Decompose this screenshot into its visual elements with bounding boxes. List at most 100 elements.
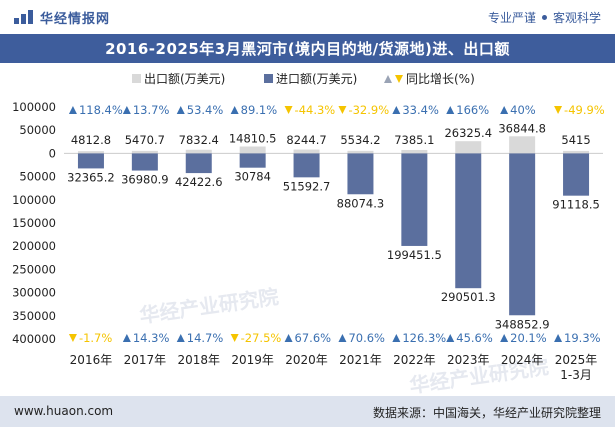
y-axis: 100000 50000 0 50000 100000 150000 200000 25000… [12,100,603,346]
import-growth-down-triangle-icon [230,334,239,342]
y-tick-label: 50000 [19,123,56,137]
y-tick-label: 0 [49,146,56,160]
legend-down-triangle-icon [395,75,403,83]
x-tick-label: 2021年 [339,353,382,367]
legend-import-label: 进口额(万美元) [276,72,357,86]
export-value-label: 36844.8 [498,121,546,135]
x-axis: 2016年 2017年 2018年 2019年 2020年 2021年 2022年 2023年… [70,353,598,382]
x-tick-label: 2019年 [231,353,274,367]
export-value-label: 5470.7 [125,133,165,147]
legend-export-label: 出口额(万美元) [144,72,225,86]
export-bar [239,146,266,154]
export-growth-down-triangle-icon [554,106,563,114]
export-bar [509,136,536,154]
export-growth-up-triangle-icon [500,106,509,114]
y-tick-label: 150000 [12,216,56,230]
import-value-label: 88074.3 [337,196,385,210]
import-value-label: 290501.3 [441,290,496,304]
brand: 华经情报网 [14,8,111,27]
chart-title: 2016-2025年3月黑河市(境内目的地/货源地)进、出口额 [0,34,615,63]
data-labels: 4812.8 32365.2 5470.7 36980.9 7832.4 42422.6 1… [67,121,600,331]
import-bar [239,153,266,168]
import-bar [455,153,482,289]
x-tick-label: 2017年 [124,353,167,367]
x-tick-label: 1-3月 [560,368,592,382]
growth-labels: 118.4% -1.7% 13.7% 14.3% 53.4% 14.7% 89.1% -27.… [68,103,605,345]
export-value-label: 4812.8 [71,133,111,147]
export-bar [293,149,320,154]
import-bar [77,153,104,169]
legend-import-swatch [264,74,273,83]
import-value-label: 91118.5 [552,198,600,212]
bars [77,136,590,316]
x-tick-label: 2023年 [447,353,490,367]
export-bar [185,149,212,154]
export-growth-label: 33.4% [402,103,439,117]
export-growth-up-triangle-icon [176,106,185,114]
import-value-label: 30784 [234,170,271,184]
import-value-label: 199451.5 [387,248,442,262]
x-tick-label: 2020年 [285,353,328,367]
export-bar [131,150,158,154]
import-growth-up-triangle-icon [284,334,293,342]
export-growth-down-triangle-icon [284,106,293,114]
import-growth-label: 70.6% [348,331,385,345]
import-growth-label: -27.5% [241,331,282,345]
tagline-left: 专业严谨 [487,11,536,25]
import-growth-up-triangle-icon [500,334,509,342]
export-bar [347,150,374,154]
import-growth-label: 126.3% [402,331,446,345]
y-tick-label: 300000 [12,286,56,300]
export-bar [455,141,482,154]
import-bar [293,153,320,178]
export-growth-up-triangle-icon [68,106,77,114]
export-value-label: 26325.4 [444,126,492,140]
import-growth-up-triangle-icon [392,334,401,342]
import-growth-up-triangle-icon [446,334,455,342]
export-bar [563,150,590,154]
export-growth-label: 166% [456,103,489,117]
legend-growth-label: 同比增长(%) [406,72,475,86]
import-growth-up-triangle-icon [122,334,131,342]
x-tick-label: 2024年 [501,353,544,367]
legend-export-swatch [132,74,141,83]
export-growth-label: -32.9% [348,103,389,117]
y-tick-label: 400000 [12,332,56,346]
export-bar [77,151,104,154]
import-growth-label: 45.6% [456,331,493,345]
legend: 出口额(万美元) 进口额(万美元) 同比增长(%) [132,72,475,86]
import-growth-label: 19.3% [564,331,601,345]
export-growth-up-triangle-icon [122,106,131,114]
footer: www.huaon.com 数据来源：中国海关，华经产业研究院整理 [0,396,615,427]
y-tick-label: 100000 [12,193,56,207]
import-growth-up-triangle-icon [554,334,563,342]
brand-name: 华经情报网 [40,11,111,27]
import-value-label: 36980.9 [121,173,169,187]
export-value-label: 14810.5 [229,132,277,146]
y-tick-label: 200000 [12,239,56,253]
export-value-label: 5534.2 [340,133,380,147]
export-growth-up-triangle-icon [230,106,239,114]
import-growth-label: 14.3% [133,331,170,345]
export-growth-label: 89.1% [241,103,278,117]
import-growth-label: 20.1% [510,331,547,345]
export-value-label: 8244.7 [286,133,326,147]
bar-chart-logo-icon [14,10,34,24]
import-value-label: 348852.9 [495,317,550,331]
import-value-label: 51592.7 [283,179,331,193]
export-growth-up-triangle-icon [446,106,455,114]
import-bar [185,153,212,174]
import-value-label: 32365.2 [67,170,115,184]
import-value-label: 42422.6 [175,175,223,189]
export-value-label: 7385.1 [394,133,434,147]
import-growth-down-triangle-icon [68,334,77,342]
watermark-text: 华经产业研究院 [138,284,280,327]
export-growth-label: 40% [510,103,536,117]
dot-separator-icon [541,15,547,20]
tagline-right: 客观科学 [552,11,601,25]
export-value-label: 7832.4 [179,133,219,147]
export-value-label: 5415 [561,133,590,147]
export-growth-label: 53.4% [187,103,224,117]
import-growth-up-triangle-icon [176,334,185,342]
x-tick-label: 2022年 [393,353,436,367]
